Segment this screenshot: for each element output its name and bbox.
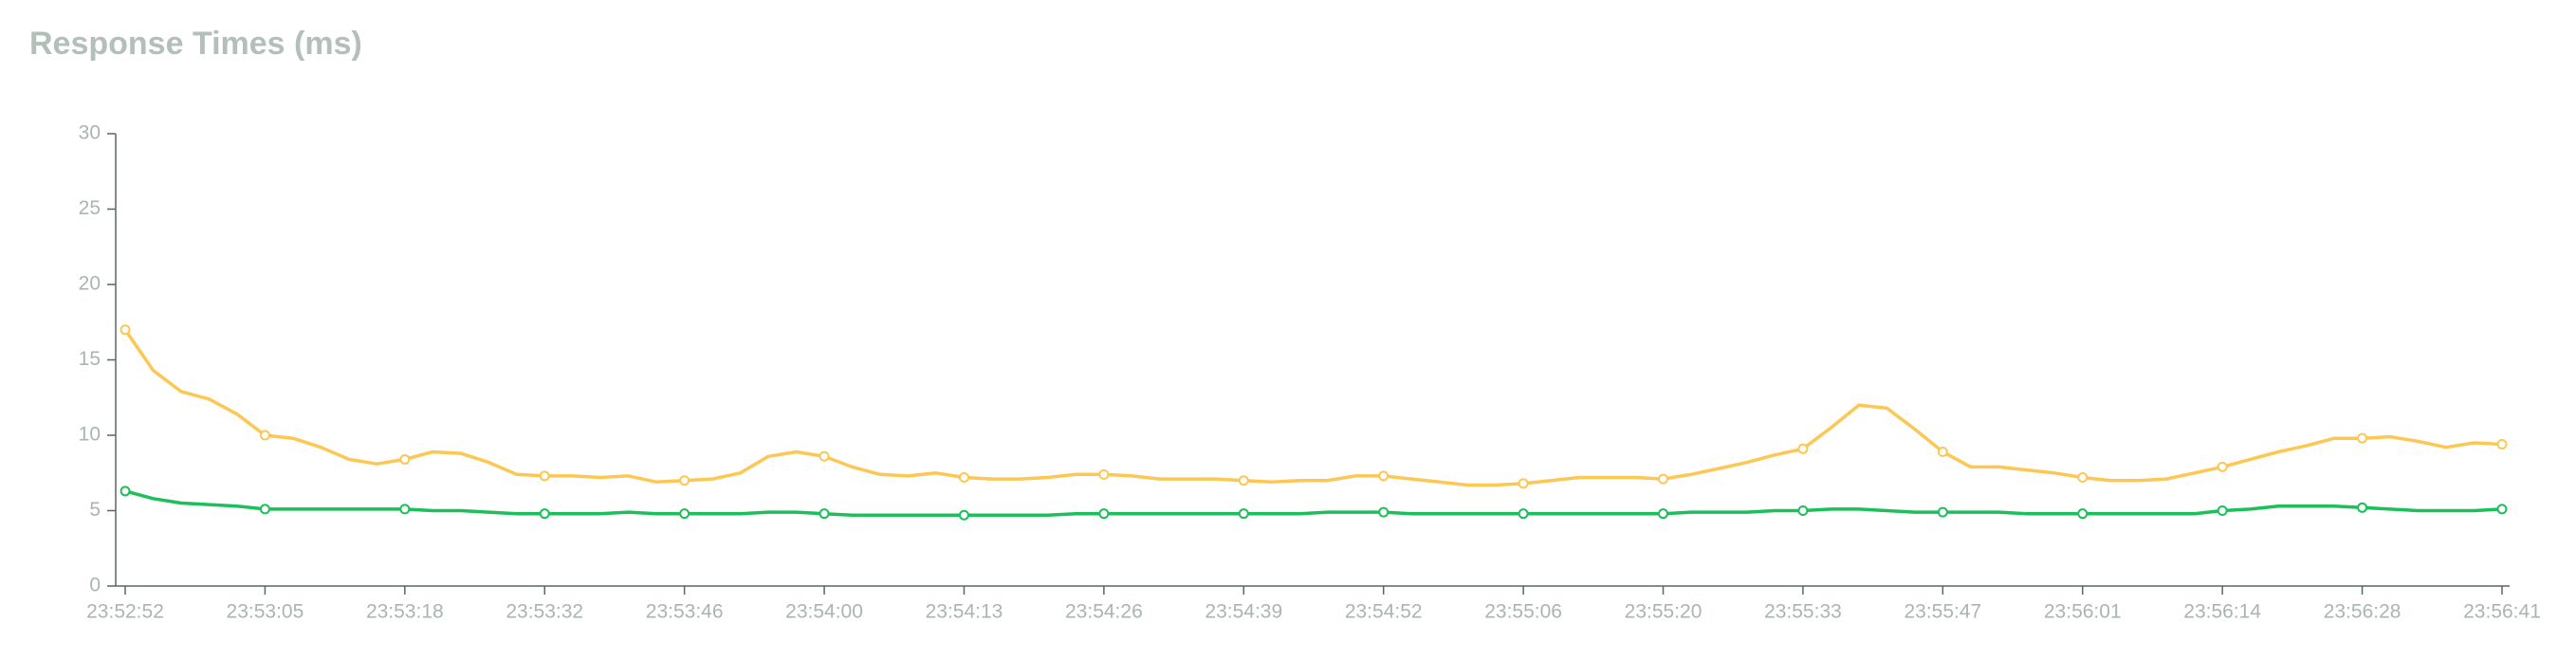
point-marker — [1658, 508, 1669, 520]
point-marker — [958, 472, 969, 484]
x-tick-label: 23:53:05 — [227, 601, 304, 623]
y-tick-label: 30 — [79, 122, 101, 144]
chart-title: Response Times (ms) — [29, 26, 362, 62]
point-marker — [2357, 502, 2368, 513]
point-marker — [1378, 506, 1389, 518]
series-line — [124, 489, 2503, 518]
x-tick-label: 23:56:14 — [2183, 601, 2261, 623]
y-tick-label: 15 — [79, 348, 101, 370]
point-marker — [679, 475, 690, 486]
x-tick-label: 23:55:20 — [1625, 601, 1702, 623]
point-marker — [1797, 505, 1809, 516]
point-marker — [2496, 504, 2508, 515]
point-marker — [259, 504, 270, 515]
x-tick-label: 23:54:39 — [1205, 601, 1282, 623]
y-tick-label: 10 — [79, 424, 101, 446]
x-tick-label: 23:52:52 — [86, 601, 164, 623]
point-marker — [2077, 508, 2088, 520]
point-marker — [539, 470, 550, 482]
point-marker — [1518, 478, 1529, 489]
x-tick-label: 23:54:13 — [926, 601, 1003, 623]
point-marker — [819, 508, 830, 520]
point-marker — [1937, 506, 1948, 518]
point-marker — [2217, 461, 2228, 472]
point-marker — [1238, 508, 1249, 520]
point-marker — [2496, 439, 2508, 450]
x-tick-label: 23:54:00 — [785, 601, 863, 623]
point-marker — [2357, 432, 2368, 444]
x-tick-label: 23:53:32 — [506, 601, 583, 623]
point-marker — [819, 450, 830, 462]
point-marker — [1378, 470, 1389, 482]
y-tick-label: 0 — [89, 575, 101, 596]
y-tick-label: 5 — [89, 499, 101, 521]
y-tick-label: 25 — [79, 197, 101, 219]
point-marker — [120, 486, 131, 497]
x-tick-label: 23:53:46 — [646, 601, 724, 623]
point-marker — [1098, 508, 1110, 520]
point-marker — [120, 324, 131, 336]
x-tick-label: 23:56:28 — [2324, 601, 2401, 623]
point-marker — [2217, 505, 2228, 516]
x-tick-label: 23:54:26 — [1065, 601, 1143, 623]
point-marker — [1098, 468, 1110, 480]
x-tick-label: 23:53:18 — [366, 601, 444, 623]
series-line — [123, 328, 2503, 487]
point-marker — [2077, 472, 2088, 484]
x-tick-label: 23:55:06 — [1484, 601, 1562, 623]
x-tick-label: 23:54:52 — [1345, 601, 1423, 623]
point-marker — [1658, 473, 1669, 485]
point-marker — [1937, 446, 1948, 457]
point-marker — [1518, 508, 1529, 520]
point-marker — [958, 509, 969, 521]
x-tick-label: 23:55:47 — [1904, 601, 1981, 623]
point-marker — [1797, 443, 1809, 454]
point-marker — [539, 508, 550, 520]
point-marker — [679, 508, 690, 520]
point-marker — [399, 453, 411, 465]
y-tick-label: 20 — [79, 273, 101, 295]
point-marker — [1238, 475, 1249, 486]
x-tick-label: 23:56:01 — [2044, 601, 2122, 623]
x-tick-label: 23:55:33 — [1764, 601, 1842, 623]
point-marker — [259, 430, 270, 441]
x-tick-label: 23:56:41 — [2463, 601, 2541, 623]
point-marker — [399, 504, 411, 515]
